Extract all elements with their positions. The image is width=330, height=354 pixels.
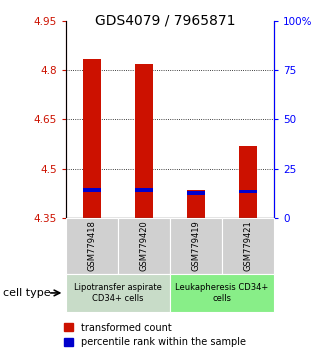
Text: GSM779418: GSM779418: [87, 221, 96, 272]
Bar: [187, 190, 205, 218]
Text: GSM779421: GSM779421: [244, 221, 252, 272]
Text: Lipotransfer aspirate
CD34+ cells: Lipotransfer aspirate CD34+ cells: [74, 283, 162, 303]
Bar: [239, 145, 257, 218]
Text: Leukapheresis CD34+
cells: Leukapheresis CD34+ cells: [175, 283, 269, 303]
Text: GSM779420: GSM779420: [140, 221, 148, 272]
Text: GSM779419: GSM779419: [191, 221, 200, 272]
Legend: transformed count, percentile rank within the sample: transformed count, percentile rank withi…: [64, 322, 246, 347]
Text: GDS4079 / 7965871: GDS4079 / 7965871: [95, 13, 235, 28]
Bar: [187, 192, 205, 195]
Bar: [83, 59, 101, 218]
Bar: [83, 188, 101, 192]
Bar: [135, 188, 153, 192]
Bar: [239, 190, 257, 193]
Bar: [135, 64, 153, 218]
Text: cell type: cell type: [3, 288, 51, 298]
